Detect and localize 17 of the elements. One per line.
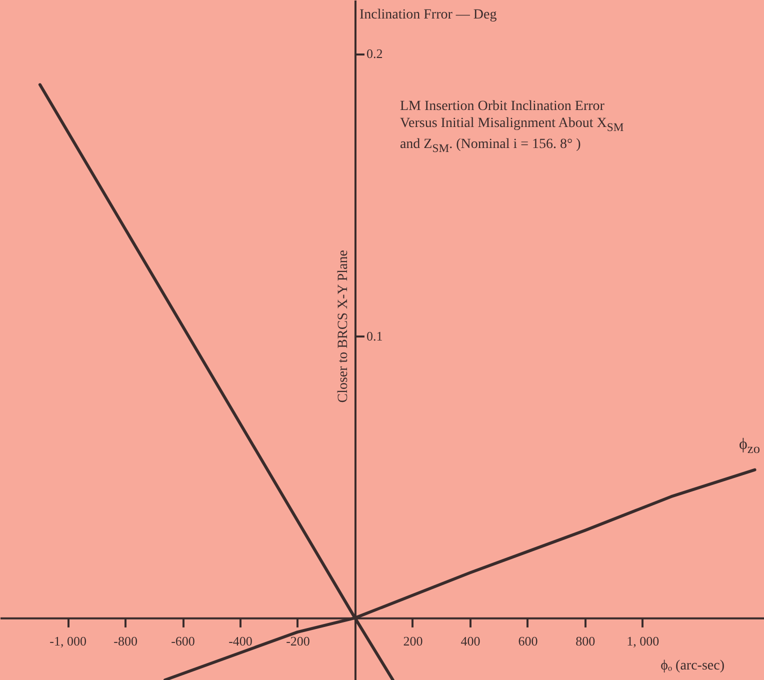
- x-tick-label: 200: [403, 633, 423, 648]
- text: LM Insertion Orbit Inclination Error Versus Initial Misalignment About X$_{SM}$ and Z$_{SM}$. (Nominal i = 156. 8° ): [400, 99, 624, 155]
- x-tick-label: 600: [518, 633, 538, 648]
- x-tick-label: 1, 000: [626, 633, 660, 648]
- x-tick-label: -200: [286, 633, 310, 648]
- series-label: ϕ$_{zo}$: [738, 436, 760, 457]
- y-tick-label: 0.2: [366, 46, 383, 62]
- x-tick-label: -1, 000: [50, 633, 86, 648]
- x-tick-label: -800: [114, 633, 138, 648]
- x-tick-label: -400: [228, 633, 252, 648]
- x-tick-label: 400: [460, 633, 480, 648]
- x-tick-label: 800: [576, 633, 596, 648]
- y-tick-label: 0.1: [366, 328, 383, 344]
- x-tick-label: -600: [171, 633, 195, 648]
- annotation: Closer to BRCS X-Y Plane: [336, 250, 351, 403]
- y-axis-title: Inclination Frror — Deg: [359, 8, 497, 22]
- x-axis-title: ϕₒ (arc-sec): [660, 658, 725, 674]
